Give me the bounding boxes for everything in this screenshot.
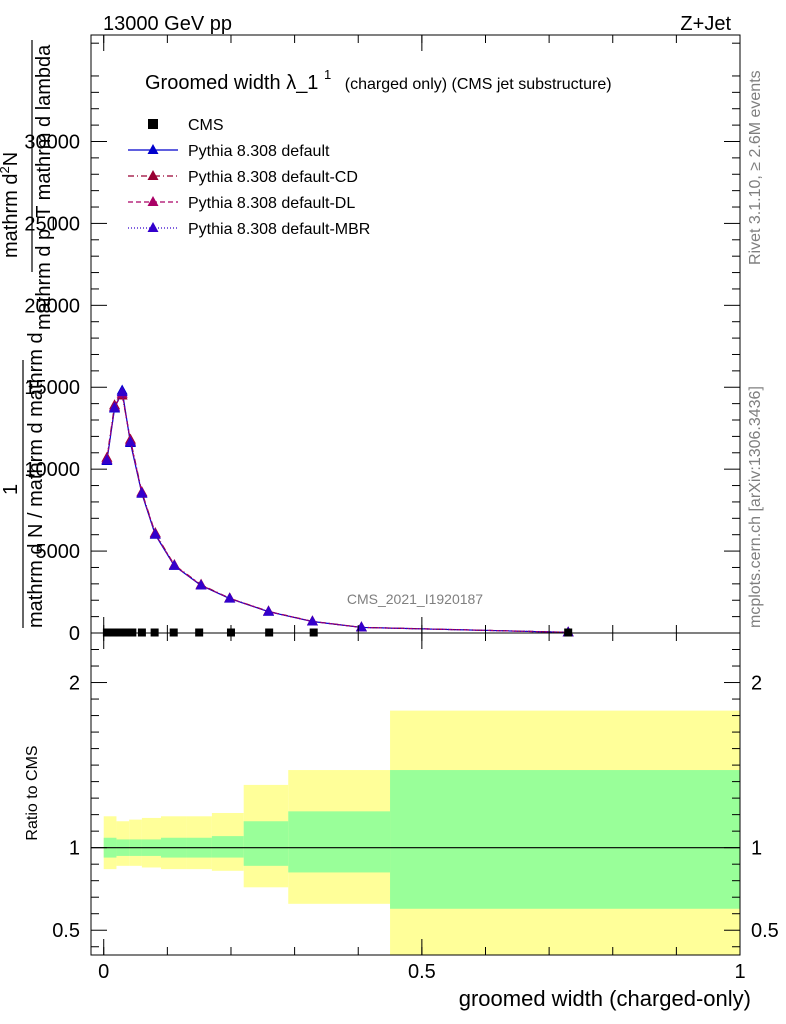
x-tick-label-2: 1 [734, 961, 745, 983]
ylabel-num-1: mathrm d [0, 174, 22, 258]
series-line-0 [106, 388, 569, 633]
legend-marker-0 [148, 119, 158, 129]
green-band-6 [211, 836, 244, 858]
ratio-ylabel: Ratio to CMS [24, 745, 41, 840]
ratio-panel: 0 0.5 1 0.5 0.5 1 1 2 2 [52, 632, 779, 983]
series-3-point-10 [306, 615, 318, 626]
main-y-tick-label-3: 15000 [24, 377, 80, 399]
header-left: 13000 GeV pp [103, 13, 232, 35]
main-axes: 0 5000 10000 15000 20000 25000 30000 [24, 35, 741, 645]
analysis-watermark: CMS_2021_I1920187 [347, 591, 483, 607]
ratio-y-tick-label-right-1: 1 [751, 838, 762, 860]
series-3-point-9 [263, 605, 275, 616]
x-axis-label: groomed width (charged-only) [459, 986, 751, 1011]
series-3-point-6 [168, 559, 180, 570]
series-line-1 [106, 394, 569, 633]
ylabel-num-2: N [0, 152, 22, 166]
legend-label-2: Pythia 8.308 default-CD [188, 169, 358, 186]
green-band-9 [390, 770, 740, 909]
legend-label-1: Pythia 8.308 default [188, 143, 330, 160]
header-right: Z+Jet [680, 13, 731, 35]
ylabel-numerator: mathrm d2N [0, 152, 22, 258]
ylabel-frac-1: 1 [0, 484, 22, 495]
series-line-3 [106, 390, 569, 633]
ratio-frame [90, 632, 741, 956]
main-ylabel: mathrm d2N mathrm d p_T mathrm d lambda … [0, 40, 55, 628]
series-3-point-1 [109, 401, 121, 412]
mcplots-label: mcplots.cern.ch [arXiv:1306.3436] [747, 386, 764, 628]
ratio-marks [91, 710, 740, 955]
main-y-tick-label-6: 30000 [24, 131, 80, 153]
legend-marker-3 [147, 196, 159, 206]
series-3-point-7 [195, 579, 207, 590]
green-band-7 [243, 821, 289, 866]
title-sup: 1 [324, 67, 331, 82]
ratio-y-tick-label-right-2: 2 [751, 673, 762, 695]
main-y-tick-label-0: 0 [69, 623, 80, 645]
series-3-point-2 [116, 386, 128, 397]
x-tick-label-1: 0.5 [408, 961, 436, 983]
title-main-text: Groomed width [145, 72, 281, 94]
chart-title: Groomed width λ_1 1 (charged only) (CMS … [145, 62, 612, 94]
rivet-label: Rivet 3.1.10, ≥ 2.6M events [747, 70, 764, 265]
main-marks [101, 384, 574, 637]
main-y-tick-label-2: 10000 [24, 459, 80, 481]
title-main: Groomed width λ_1 1 (charged only) (CMS … [145, 62, 612, 94]
legend-marker-4 [147, 222, 159, 232]
legend-marker-1 [147, 144, 159, 154]
title-rest: (charged only) (CMS jet substructure) [345, 76, 612, 93]
series-line-2 [106, 392, 569, 633]
legend-label-4: Pythia 8.308 default-MBR [188, 221, 370, 238]
ratio-y-tick-label-1: 1 [69, 838, 80, 860]
green-band-8 [288, 811, 391, 873]
ylabel-num-sup: 2 [0, 166, 12, 173]
ylabel-denominator-2: mathrm d N / mathrm d mathrm d [25, 332, 47, 628]
legend-label-0: CMS [188, 117, 224, 134]
main-y-tick-label-1: 5000 [36, 541, 81, 563]
legend-label-3: Pythia 8.308 default-DL [188, 195, 355, 212]
x-tick-label-0: 0 [98, 961, 109, 983]
series-3-point-0 [101, 454, 113, 465]
ylabel-denominator: mathrm d p_T mathrm d lambda [33, 44, 55, 330]
main-y-tick-label-4: 20000 [24, 295, 80, 317]
legend: CMS Pythia 8.308 default Pythia 8.308 defa… [128, 117, 370, 238]
series-3-point-5 [149, 528, 161, 539]
title-lambda: λ_1 [286, 72, 318, 94]
ratio-y-tick-label-0: 0.5 [52, 920, 80, 942]
ratio-y-tick-label-right-0: 0.5 [751, 920, 779, 942]
main-y-tick-label-5: 25000 [24, 213, 80, 235]
legend-marker-2 [147, 170, 159, 180]
series-3-point-8 [224, 592, 236, 603]
main-panel: 0 5000 10000 15000 20000 25000 30000 [24, 34, 741, 645]
ratio-y-tick-label-2: 2 [69, 673, 80, 695]
series-3-point-4 [136, 487, 148, 498]
series-3-point-3 [124, 436, 136, 447]
ratio-axes: 0 0.5 1 0.5 0.5 1 1 2 2 [52, 633, 779, 983]
